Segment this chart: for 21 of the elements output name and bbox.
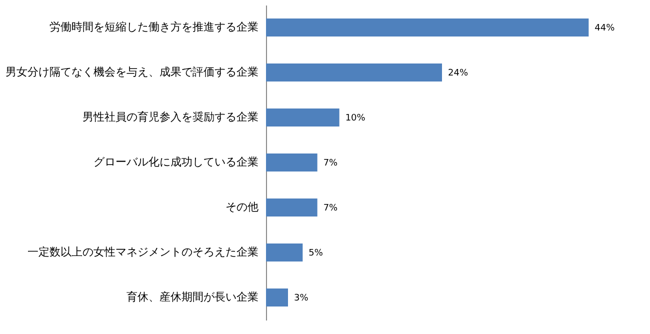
bar	[266, 244, 303, 262]
data-label: 3%	[294, 294, 309, 304]
y-tick-label: グローバル化に成功している企業	[94, 156, 258, 168]
y-tick-label: 育休、産休期間が長い企業	[126, 290, 258, 304]
bar	[266, 18, 589, 36]
bar	[266, 108, 340, 126]
bar	[266, 154, 318, 172]
y-tick-label: 一定数以上の女性マネジメントのそろえた企業	[28, 246, 258, 258]
y-tick-label: 男性社員の育児参入を奨励する企業	[82, 110, 258, 124]
data-label: 44%	[594, 24, 616, 34]
y-tick-label: 男女分け隔てなく機会を与え、成果で評価する企業	[6, 66, 258, 78]
data-label: 5%	[308, 248, 324, 258]
bar	[266, 198, 318, 216]
data-label: 7%	[323, 158, 338, 168]
bar	[266, 64, 442, 82]
y-tick-label: 労働時間を短縮した働き方を推進する企業	[50, 20, 258, 34]
data-label: 10%	[345, 114, 366, 124]
y-tick-label: その他	[226, 200, 258, 214]
bar	[266, 288, 288, 306]
data-label: 24%	[448, 68, 468, 78]
data-label: 7%	[323, 204, 338, 214]
